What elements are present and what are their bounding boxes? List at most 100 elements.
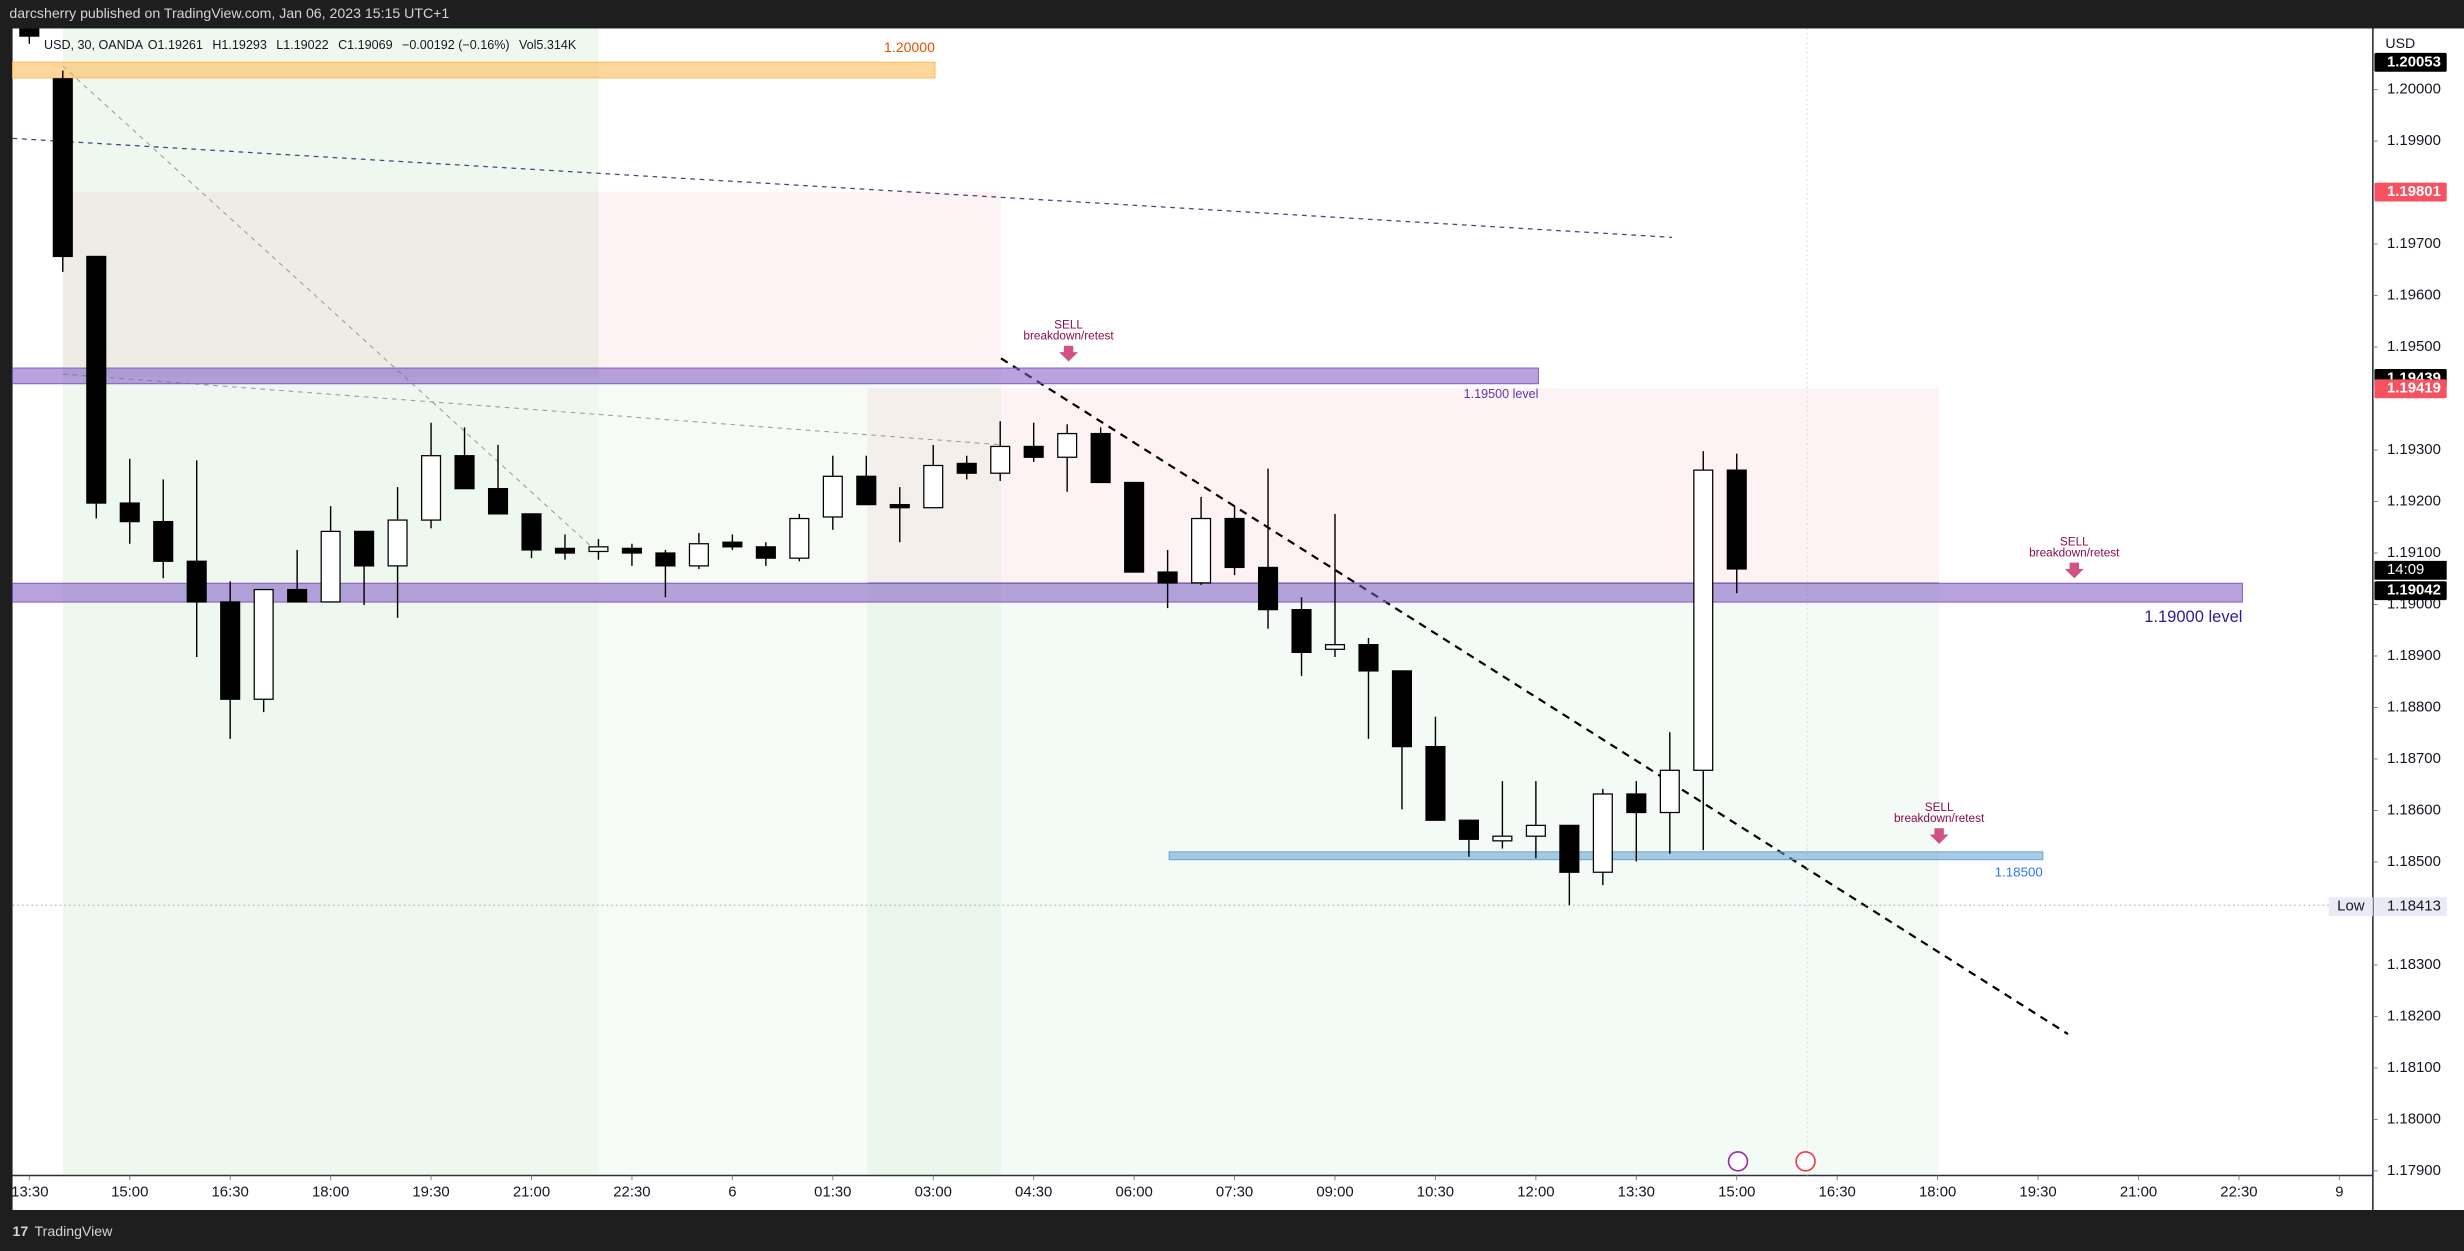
candle-body (1458, 819, 1479, 840)
y-tick-label: 1.19500 (2387, 338, 2441, 355)
annotation-text: breakdown/retest (1023, 329, 1114, 342)
candle-body (956, 462, 977, 474)
candle-body (521, 513, 542, 551)
candle-body (1492, 835, 1513, 842)
trend-line (62, 65, 600, 554)
x-tick-label: 06:00 (1115, 1184, 1152, 1201)
x-tick-label: 03:00 (915, 1184, 952, 1201)
zone (867, 388, 1940, 584)
candle-body (1525, 824, 1546, 837)
candle-body (86, 255, 107, 504)
candle-body (119, 502, 140, 523)
header-bar (0, 0, 2464, 29)
low-marker-text: Low (2337, 898, 2365, 915)
candle-body (487, 488, 509, 515)
event-icon[interactable] (1727, 1151, 1749, 1172)
y-tick-label: 1.20000 (2387, 81, 2441, 98)
candle-body (856, 475, 877, 506)
annotation-arrow (1059, 345, 1078, 362)
level-band (12, 582, 2243, 603)
annotation-text: breakdown/retest (2029, 546, 2120, 559)
candle-body (1124, 481, 1145, 573)
price-marker-label: 1.19801 (2387, 183, 2441, 200)
time-axis (12, 1175, 2373, 1211)
x-tick-label: 10:30 (1417, 1184, 1454, 1201)
ohlc-info: O1.19261 (148, 38, 203, 52)
candle-body (1191, 517, 1212, 584)
x-tick-label: 18:00 (1919, 1184, 1956, 1201)
brand: TradingView (35, 1223, 114, 1239)
x-tick-label: 15:00 (1718, 1184, 1755, 1201)
candle-body (1726, 469, 1747, 570)
candle-body (588, 546, 609, 553)
y-tick-label: 1.19600 (2387, 287, 2441, 304)
candle-body (1291, 609, 1312, 654)
candle-body (789, 517, 810, 559)
ohlc-info: L1.19022 (276, 38, 328, 52)
low-marker-label: 1.18413 (2387, 898, 2441, 915)
candle-body (454, 455, 475, 490)
trend-line (12, 137, 1673, 238)
y-tick-label: 1.18000 (2387, 1110, 2441, 1127)
y-tick-label: 1.19100 (2387, 544, 2441, 561)
ohlc-info: C1.19069 (338, 38, 392, 52)
candle-body (320, 530, 341, 603)
candle-body (722, 541, 743, 548)
y-tick-label: 1.18700 (2387, 750, 2441, 767)
annotation-arrow (2064, 562, 2084, 579)
level-label: 1.20000 (884, 39, 935, 55)
countdown: 14:09 (2387, 561, 2424, 578)
y-tick-label: 1.18200 (2387, 1007, 2441, 1024)
y-tick-label: 1.18800 (2387, 698, 2441, 715)
symbol-info: USD, 30, OANDA O1.19261 H1.19293 L1.19022 C… (44, 38, 577, 52)
low-marker (2374, 897, 2447, 917)
x-tick-label: 22:30 (613, 1184, 650, 1201)
y-tick-label: 1.18500 (2387, 853, 2441, 870)
candle-body (287, 588, 308, 603)
candle-body (1324, 644, 1346, 650)
level-band (12, 61, 936, 79)
level-band (12, 367, 1539, 385)
y-tick-label: 1.19700 (2387, 235, 2441, 252)
candle-body (387, 519, 408, 567)
low-tag (2328, 897, 2373, 917)
candle-body (1057, 432, 1078, 458)
ohlc-info: −0.00192 (−0.16%) (402, 38, 510, 52)
y-tick-label: 1.18600 (2387, 801, 2441, 818)
x-tick-label: 01:30 (814, 1184, 851, 1201)
candle-body (1626, 793, 1647, 814)
candle-body (354, 530, 375, 567)
annotation-title: SELL (2060, 535, 2089, 548)
x-tick-label: 07:30 (1216, 1184, 1253, 1201)
axis-unit: USD (2385, 35, 2415, 51)
x-tick-label: 19:30 (2019, 1184, 2056, 1201)
event-icon[interactable] (1795, 1151, 1816, 1172)
candle-body (1592, 793, 1613, 873)
price-marker (2374, 379, 2447, 399)
trend-line (1000, 357, 2069, 1036)
x-tick-label: 16:30 (1819, 1184, 1856, 1201)
price-marker (2374, 52, 2447, 72)
x-tick-label: 21:00 (2120, 1184, 2157, 1201)
candle-body (421, 455, 442, 521)
x-tick-label: 09:00 (1316, 1184, 1353, 1201)
candle-body (923, 464, 944, 509)
trend-line (62, 373, 1002, 446)
x-tick-label: 13:30 (1618, 1184, 1655, 1201)
x-tick-label: 04:30 (1015, 1184, 1052, 1201)
countdown-box (2374, 560, 2447, 580)
y-tick-label: 1.19200 (2387, 492, 2441, 509)
annotation-text: breakdown/retest (1894, 812, 1985, 825)
price-marker (2374, 182, 2447, 202)
level-label: 1.19000 level (2144, 608, 2242, 626)
candle-body (1224, 517, 1245, 569)
candles (19, 28, 1747, 906)
x-tick-label: 16:30 (212, 1184, 249, 1201)
candle-body (1157, 571, 1178, 584)
candle-body (1425, 745, 1446, 821)
symbol: USD, 30, OANDA (44, 38, 144, 52)
annotation-title: SELL (1054, 318, 1083, 331)
candle-body (253, 588, 274, 700)
